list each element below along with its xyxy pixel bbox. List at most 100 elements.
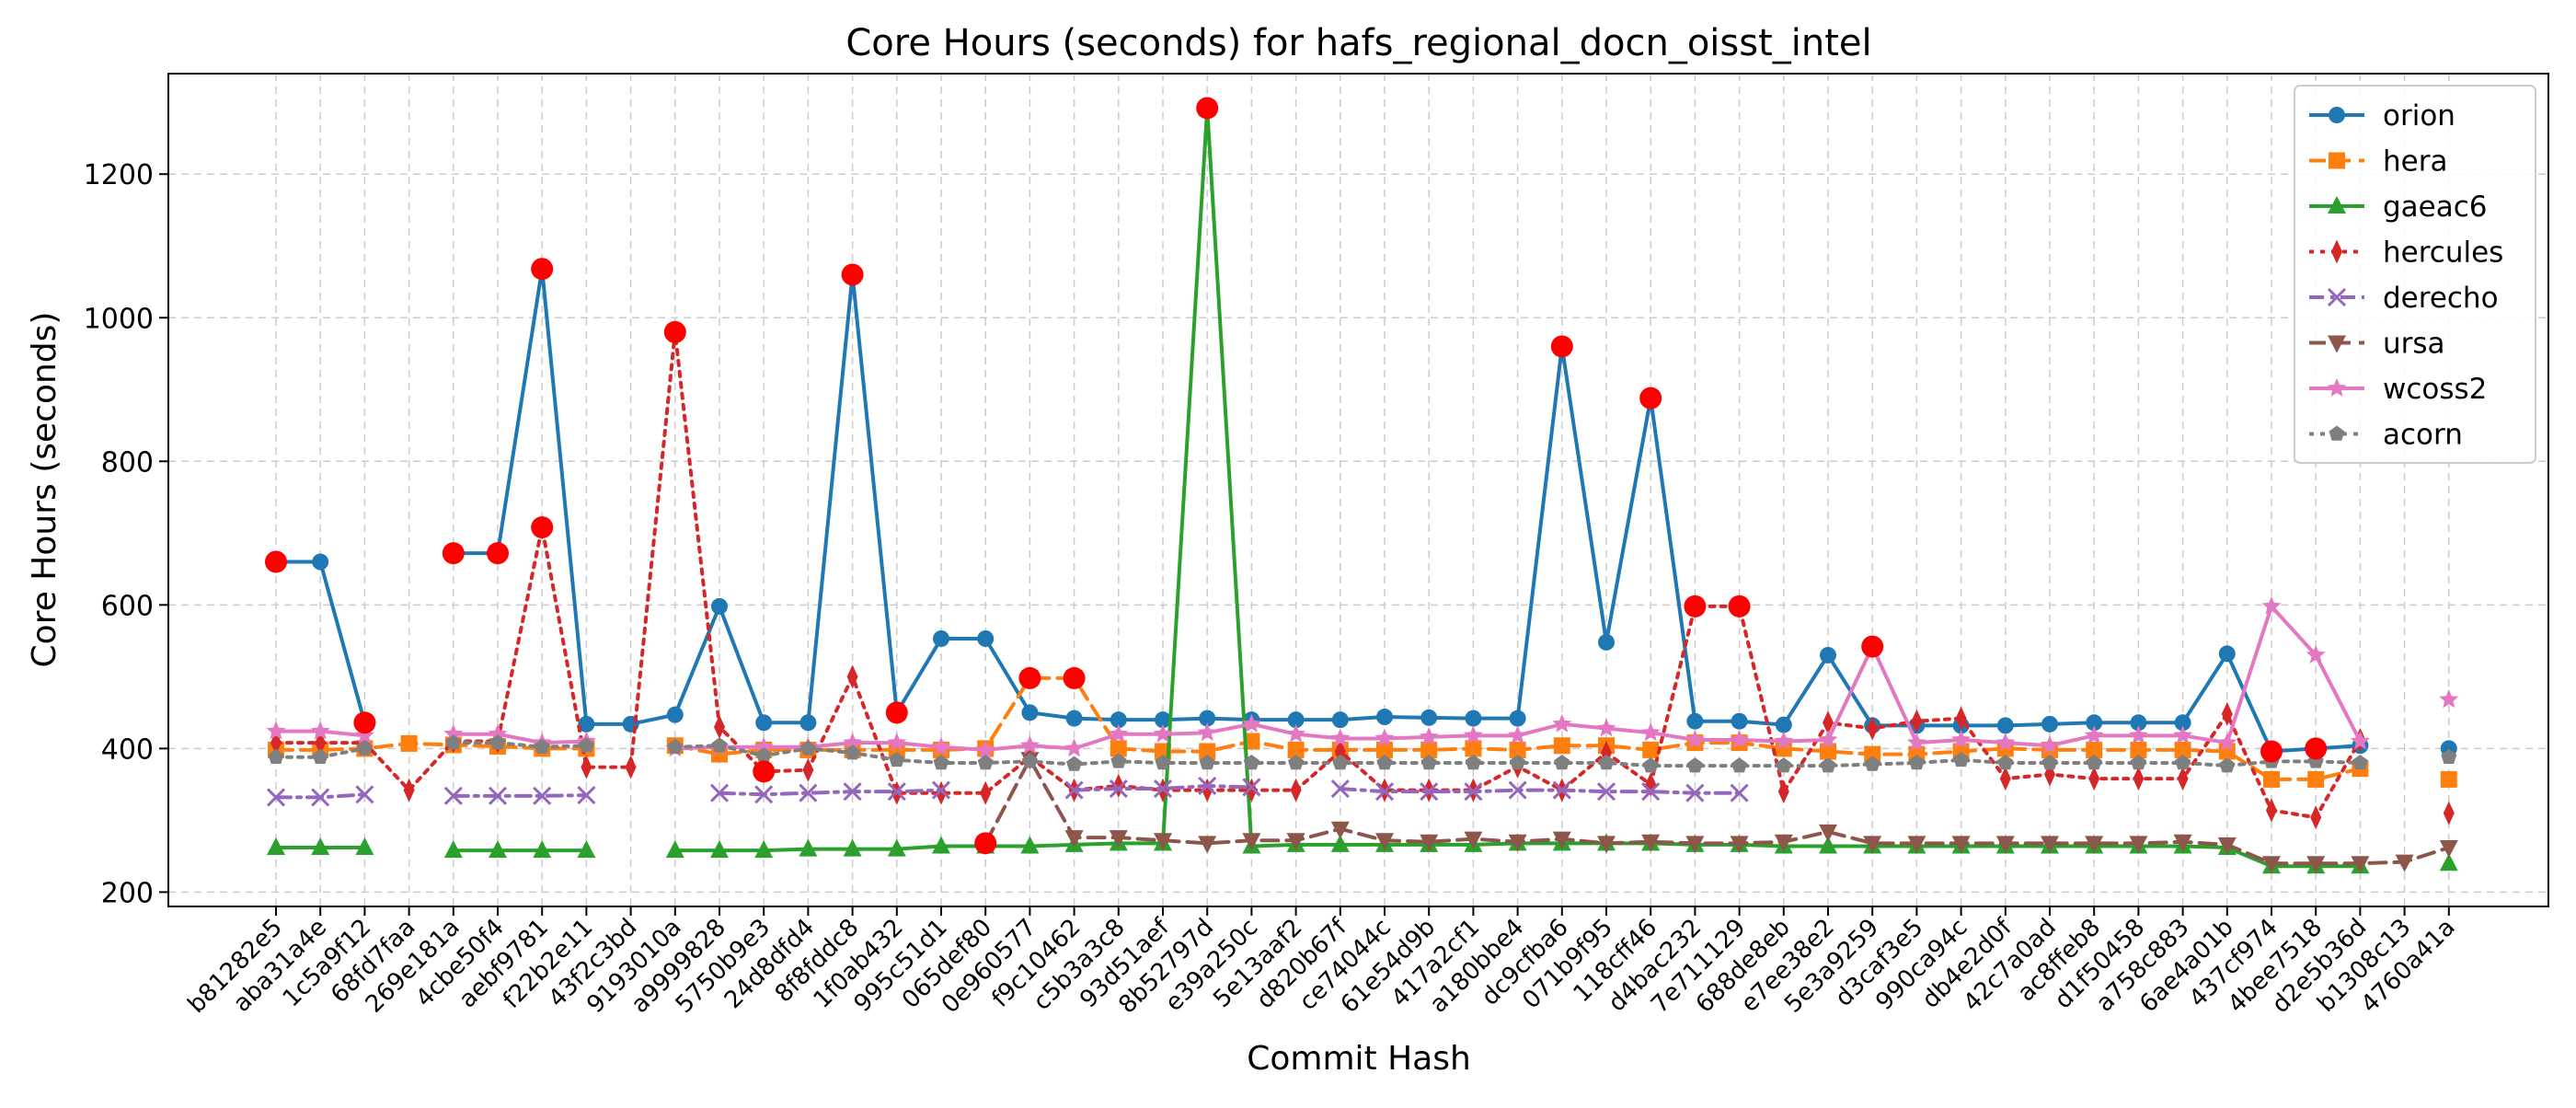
data-point-hercules — [1290, 778, 1302, 802]
chart-title: Core Hours (seconds) for hafs_regional_d… — [845, 22, 1871, 64]
legend-label-hera: hera — [2383, 145, 2447, 179]
data-point-derecho — [1508, 780, 1527, 800]
anomaly-marker — [1196, 97, 1219, 120]
data-point-orion — [312, 553, 329, 571]
data-point-orion — [1775, 716, 1792, 733]
data-point-acorn — [667, 738, 684, 755]
data-point-acorn — [1420, 754, 1437, 770]
data-point-hercules — [2310, 805, 2322, 830]
data-point-wcoss2 — [1153, 723, 1173, 743]
anomaly-marker — [841, 263, 864, 286]
data-point-derecho — [1730, 783, 1749, 802]
data-point-gaeac6 — [799, 838, 818, 857]
data-point-hercules — [2088, 767, 2100, 791]
data-point-ursa — [2306, 856, 2326, 874]
data-point-orion — [1598, 633, 1615, 651]
data-point-acorn — [268, 748, 284, 765]
data-point-hera — [1509, 741, 1526, 758]
series-line-derecho — [1338, 787, 1742, 795]
anomaly-marker — [2305, 737, 2328, 760]
data-point-ursa — [2085, 836, 2104, 854]
data-point-orion — [1065, 710, 1083, 727]
anomaly-marker — [1063, 666, 1086, 689]
data-point-hera — [400, 734, 418, 752]
data-point-hercules — [581, 755, 592, 779]
data-point-hercules — [802, 757, 814, 782]
data-point-acorn — [2441, 748, 2457, 765]
data-point-acorn — [2219, 757, 2236, 773]
data-point-wcoss2 — [1730, 730, 1750, 748]
data-point-wcoss2 — [1508, 725, 1528, 744]
data-point-acorn — [1110, 753, 1127, 768]
data-point-wcoss2 — [1286, 723, 1306, 743]
data-point-acorn — [1642, 757, 1659, 773]
data-point-gaeac6 — [443, 840, 463, 859]
data-point-derecho — [443, 786, 463, 805]
legend-label-hercules: hercules — [2383, 237, 2503, 270]
series-acorn — [268, 734, 2457, 773]
data-point-wcoss2 — [1818, 730, 1838, 748]
legend-marker-ursa — [2328, 335, 2346, 353]
data-point-hercules — [1777, 779, 1789, 804]
data-point-hercules — [2443, 801, 2455, 825]
data-point-acorn — [489, 734, 506, 750]
data-point-wcoss2 — [887, 733, 907, 752]
data-point-wcoss2 — [975, 739, 995, 758]
series-layer — [266, 98, 2459, 874]
y-tick-label: 600 — [101, 590, 154, 622]
data-point-ursa — [2351, 856, 2370, 874]
data-point-ursa — [1109, 830, 1128, 848]
data-point-wcoss2 — [2306, 644, 2326, 664]
data-point-orion — [1420, 709, 1438, 726]
data-point-gaeac6 — [2439, 853, 2458, 871]
data-point-ursa — [1552, 831, 1571, 849]
data-point-hera — [1420, 741, 1438, 758]
data-point-acorn — [312, 748, 328, 765]
legend-marker-derecho — [2327, 287, 2347, 307]
data-point-hera — [2174, 741, 2191, 758]
anomaly-markers — [265, 97, 2328, 855]
data-point-orion — [578, 715, 595, 733]
data-point-orion — [1331, 711, 1349, 729]
data-point-hercules — [1999, 767, 2011, 791]
y-tick-label: 1000 — [84, 303, 154, 335]
data-point-wcoss2 — [931, 736, 951, 756]
data-point-acorn — [1953, 751, 1970, 768]
data-point-wcoss2 — [1241, 713, 1261, 733]
anomaly-marker — [487, 542, 509, 565]
data-point-hera — [2086, 741, 2103, 758]
data-point-gaeac6 — [754, 840, 774, 859]
data-point-ursa — [2262, 856, 2281, 874]
data-point-orion — [1509, 710, 1526, 727]
data-point-ursa — [1286, 833, 1305, 851]
series-line-wcoss2 — [451, 732, 589, 745]
data-point-orion — [1155, 711, 1171, 729]
data-point-wcoss2 — [1552, 713, 1572, 733]
data-point-hercules — [1911, 709, 1923, 733]
data-point-wcoss2 — [2261, 595, 2282, 615]
data-point-wcoss2 — [2439, 689, 2459, 709]
data-point-acorn — [1021, 753, 1038, 768]
data-point-derecho — [266, 788, 286, 807]
data-point-orion — [2130, 714, 2147, 732]
data-point-derecho — [887, 782, 906, 802]
data-point-ursa — [1375, 833, 1394, 851]
data-point-ursa — [1508, 834, 1527, 852]
data-point-acorn — [1155, 754, 1171, 770]
data-point-hera — [2263, 770, 2280, 788]
data-point-hera — [1376, 741, 1393, 758]
data-point-derecho — [799, 783, 818, 802]
data-point-acorn — [1997, 754, 2014, 770]
data-point-ursa — [1064, 830, 1084, 848]
data-point-acorn — [356, 740, 373, 756]
data-point-wcoss2 — [1064, 738, 1085, 757]
data-point-wcoss2 — [2128, 725, 2148, 744]
data-point-wcoss2 — [1109, 723, 1129, 743]
data-point-acorn — [845, 744, 861, 760]
data-point-hera — [1553, 737, 1570, 755]
data-point-ursa — [2173, 834, 2192, 852]
data-point-derecho — [1552, 780, 1571, 800]
data-point-hera — [1465, 740, 1482, 757]
